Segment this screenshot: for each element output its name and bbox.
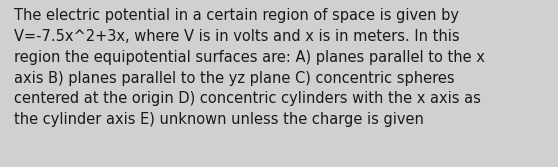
Text: The electric potential in a certain region of space is given by
V=-7.5x^2+3x, wh: The electric potential in a certain regi… [14,8,485,127]
